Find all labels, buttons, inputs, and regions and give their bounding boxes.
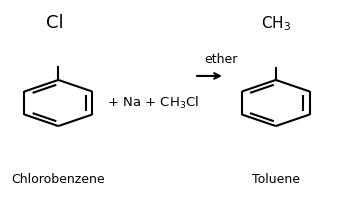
- Text: + Na + CH$_3$Cl: + Na + CH$_3$Cl: [107, 95, 200, 111]
- Text: Chlorobenzene: Chlorobenzene: [11, 173, 105, 186]
- Text: ether: ether: [204, 53, 238, 66]
- Text: Toluene: Toluene: [252, 173, 300, 186]
- Text: CH$_3$: CH$_3$: [261, 14, 291, 33]
- Text: Cl: Cl: [46, 14, 64, 32]
